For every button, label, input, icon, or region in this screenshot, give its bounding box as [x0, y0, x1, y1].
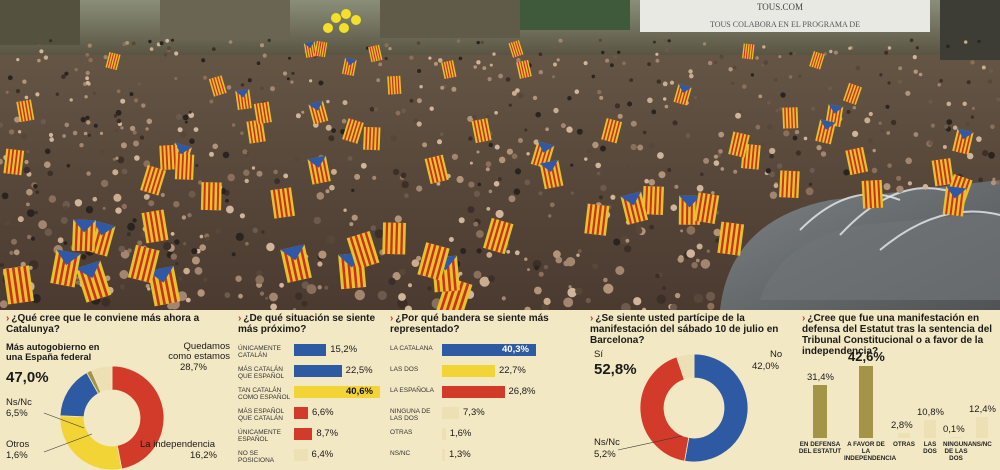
column-category-label: LAS DOS: [923, 441, 937, 455]
column-value-label: 10,8%: [917, 406, 944, 418]
column-value-label: 12,4%: [969, 404, 996, 416]
question-3: › ¿Por qué bandera se siente más represen…: [390, 313, 549, 335]
question-1: › ¿Qué cree que le conviene más ahora a C…: [6, 313, 200, 335]
slice-value-federal: 47,0%: [6, 369, 49, 386]
bar-category-label: NO SE POSICIONA: [238, 450, 275, 464]
column: [950, 437, 962, 438]
bar-value-label: 22,7%: [498, 365, 526, 376]
slice-value-como-estamos: 28,7%: [180, 362, 207, 373]
bar-category-label: LA ESPAÑOLA: [390, 387, 434, 394]
tous-banner: TOUS.COM TOUS COLABORA EN EL PROGRAMA DE: [640, 0, 930, 32]
slice-value-si: 52,8%: [594, 361, 637, 378]
bar-value-label: 6,6%: [311, 407, 334, 418]
slice-value-otros: 1,6%: [6, 450, 28, 461]
bar: [294, 449, 308, 461]
bar-category-label: LAS DOS: [390, 366, 419, 373]
slice-label-otros: Otros: [6, 439, 30, 450]
pie1-slice-0: [111, 365, 165, 470]
column-value-label: 2,8%: [891, 420, 913, 432]
column-category-label: NS/NC: [972, 441, 992, 448]
slice-value-independencia: 16,2%: [190, 450, 217, 461]
pie-chart-4: [617, 353, 749, 463]
slice-value-nsnc-1: 6,5%: [6, 408, 28, 419]
pie1-slice-1: [59, 415, 123, 470]
slice-label-federal: Más autogobierno en una España federal: [6, 342, 100, 362]
bar: [294, 428, 313, 440]
bar: [294, 344, 327, 356]
bar-value-label: 15,2%: [330, 344, 358, 355]
balloons: [323, 9, 361, 33]
bar-category-label: ÚNICAMENTE CATALÁN: [238, 345, 281, 359]
bar: [442, 407, 460, 419]
bar-category-label: NINGUNA DE LAS DOS: [390, 408, 431, 422]
slice-label-nsnc-4: Ns/Nc: [594, 437, 620, 448]
panel-flag: › ¿Por qué bandera se siente más represen…: [384, 310, 584, 470]
column-value-label: 31,4%: [807, 371, 834, 383]
bar-category-label: ÚNICAMENTE ESPAÑOL: [238, 429, 281, 443]
panel-motivation: › ¿Cree que fue una manifestación en defe…: [796, 310, 1000, 470]
slice-label-no: No: [770, 349, 783, 360]
bar: [294, 386, 380, 398]
question-5: › ¿Cree que fue una manifestación en defe…: [802, 313, 993, 357]
banner-line-2: TOUS COLABORA EN EL PROGRAMA DE: [710, 20, 860, 29]
column: [976, 417, 988, 438]
bar: [442, 365, 495, 377]
slice-label-independencia: La independencia: [140, 439, 216, 450]
column-category-label: EN DEFENSA DEL ESTATUT: [798, 441, 842, 455]
bar: [294, 407, 308, 419]
bar-category-label: OTRAS: [390, 429, 413, 436]
pie4-slice-2: [676, 353, 695, 381]
column-category-label: A FAVOR DE LA INDEPENDENCIA: [844, 441, 897, 462]
column: [924, 419, 936, 438]
panel-identity: › ¿De qué situación se siente más próximo…: [232, 310, 384, 470]
crowd: [0, 38, 1000, 310]
bar-value-label: 40,6%: [346, 386, 373, 397]
pie-chart-1: [43, 365, 165, 470]
slice-value-no: 42,0%: [752, 361, 779, 372]
column-value-label: 42,6%: [848, 349, 885, 365]
bar-value-label: 6,4%: [311, 449, 334, 460]
pie4-slice-0: [684, 353, 749, 463]
bar-value-label: 22,5%: [345, 365, 373, 376]
pie1-slice-4: [90, 365, 113, 393]
estelada-flags: [3, 40, 974, 310]
bar-value-label: 7,3%: [463, 407, 485, 418]
bar: [294, 365, 342, 377]
bar-value-label: 1,6%: [449, 428, 472, 439]
demonstration-photo: TOUS.COM TOUS COLABORA EN EL PROGRAMA DE: [0, 0, 1000, 310]
question-2: › ¿De qué situación se siente más próximo…: [238, 313, 376, 335]
bar: [442, 344, 536, 356]
slice-label-nsnc-1: Ns/Nc: [6, 397, 32, 408]
slice-label-como-estamos: Quedamos como estamos: [168, 341, 230, 362]
bar-category-label: MÁS CATALÁN QUE ESPAÑOL: [238, 366, 285, 380]
bar-category-label: TAN CATALÁN COMO ESPAÑOL: [238, 387, 291, 401]
crowd-photo-illustration: TOUS.COM TOUS COLABORA EN EL PROGRAMA DE: [0, 0, 1000, 310]
bar-category-label: MÁS ESPAÑOL QUE CATALÁN: [238, 408, 284, 422]
pie4-slice-1: [639, 356, 690, 462]
column-value-label: 0,1%: [943, 424, 965, 435]
slice-label-si: Sí: [594, 349, 603, 360]
bar: [442, 386, 505, 398]
bar: [442, 449, 446, 461]
column: [859, 366, 873, 438]
bar-value-label: 8,7%: [316, 428, 339, 439]
column: [813, 384, 827, 438]
bar: [442, 428, 446, 440]
column-category-label: NINGUNA DE LAS DOS: [943, 441, 973, 462]
slice-value-nsnc-4: 5,2%: [594, 449, 616, 460]
column: [898, 433, 910, 438]
bar-value-label: 1,3%: [449, 449, 471, 460]
bar-value-label: 26,8%: [508, 386, 536, 397]
panel-catalunya-preference: › ¿Qué cree que le conviene más ahora a C…: [0, 310, 232, 470]
column-category-label: OTRAS: [892, 441, 916, 448]
bar-value-label: 40,3%: [502, 344, 529, 355]
panel-participation: › ¿Se siente usted partícipe de la manife…: [584, 310, 796, 470]
banner-line-1: TOUS.COM: [757, 2, 803, 12]
fountain: [720, 180, 1000, 310]
bar-category-label: NS/NC: [390, 450, 411, 457]
bar-category-label: LA CATALANA: [390, 345, 433, 352]
question-4: › ¿Se siente usted partícipe de la manife…: [590, 313, 779, 346]
